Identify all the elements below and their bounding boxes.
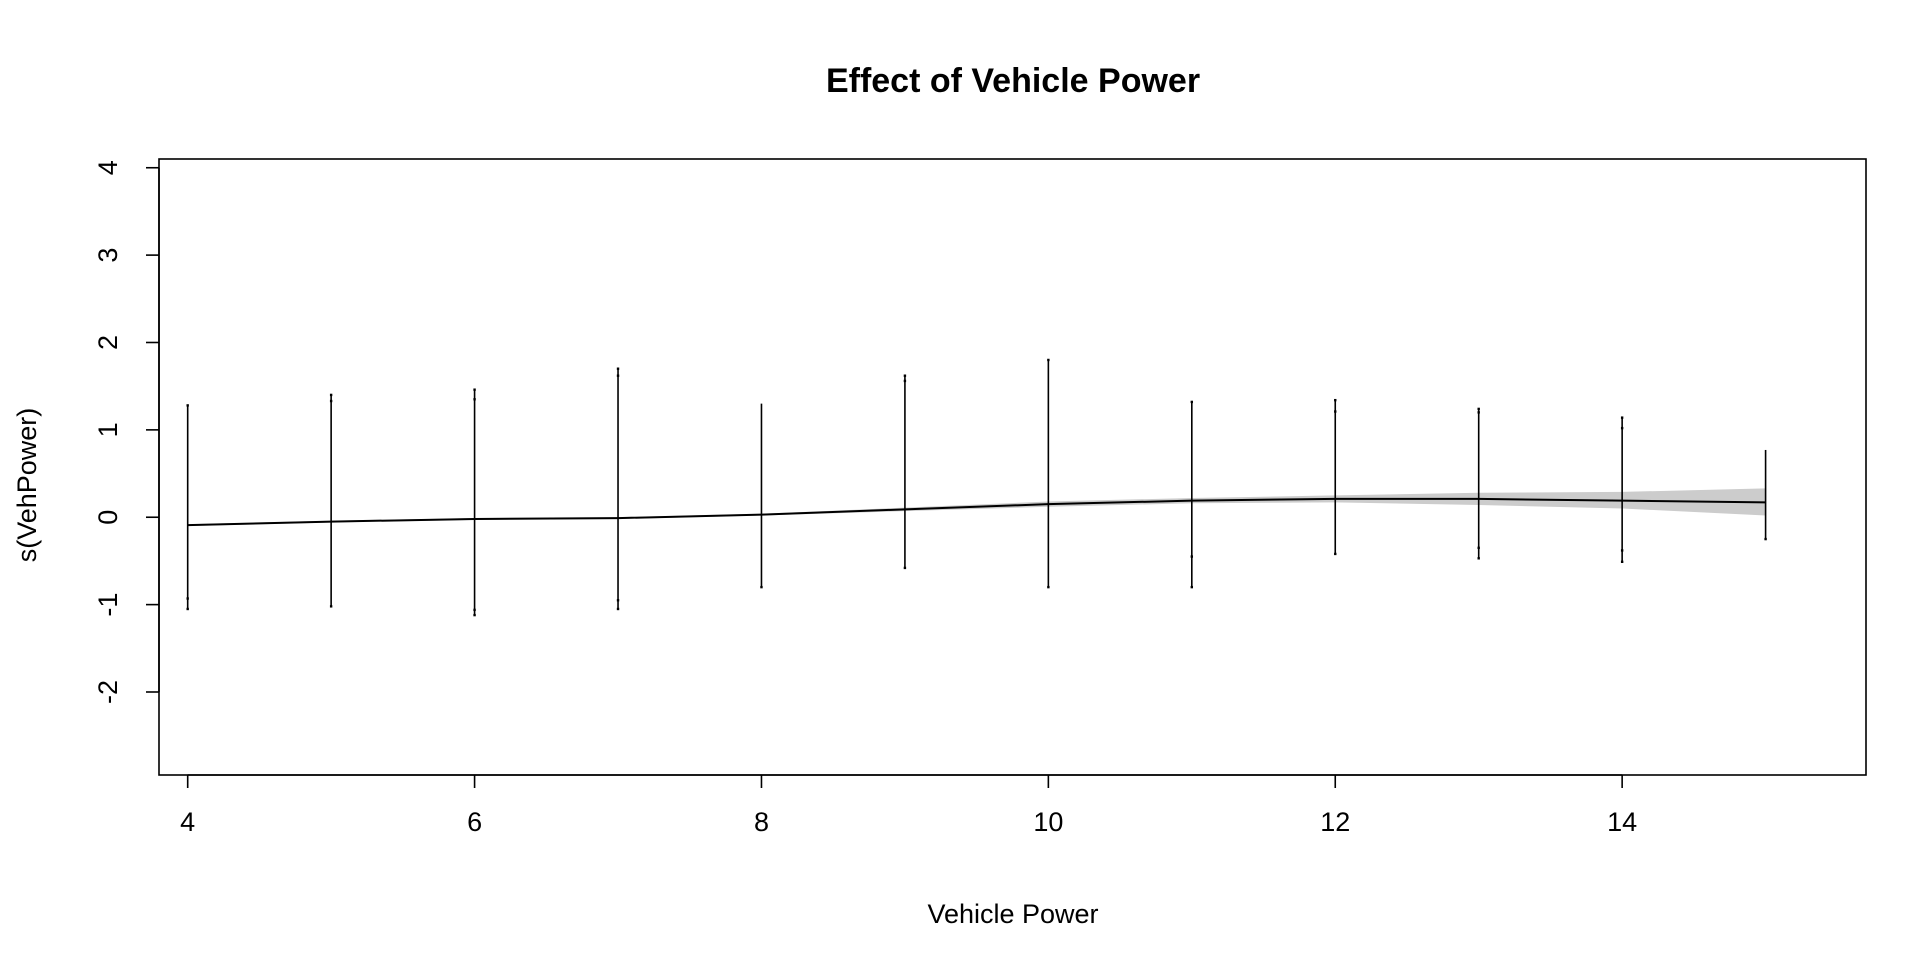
residual-point-10-1 (1047, 585, 1050, 589)
residual-point-13-0 (1477, 407, 1480, 411)
residual-point-4-1 (186, 597, 189, 600)
residual-point-6-3 (473, 613, 476, 617)
residual-point-10-0 (1047, 358, 1050, 362)
x-tick-label-12: 12 (1320, 807, 1350, 837)
residual-point-15-0 (1764, 537, 1767, 541)
residual-point-9-2 (903, 566, 907, 570)
residual-point-7-1 (616, 374, 620, 377)
residual-point-9-1 (903, 379, 907, 383)
residual-point-11-1 (1190, 555, 1194, 558)
y-axis: -2 -1 0 1 2 3 4 (93, 160, 160, 704)
residual-point-9-0 (903, 374, 907, 377)
plot-area (186, 358, 1767, 617)
residual-point-7-3 (616, 607, 620, 611)
x-tick-label-8: 8 (754, 807, 769, 837)
x-axis-label: Vehicle Power (927, 899, 1098, 929)
residual-point-13-3 (1477, 557, 1480, 560)
residual-point-14-3 (1620, 560, 1624, 564)
residual-point-14-1 (1620, 426, 1624, 430)
residual-point-14-2 (1620, 549, 1624, 552)
residual-point-7-2 (616, 599, 620, 602)
y-tick-label-1: 1 (93, 422, 123, 437)
y-tick-label-0: 0 (93, 510, 123, 525)
residual-point-6-1 (473, 398, 476, 401)
y-axis-label: s(VehPower) (12, 408, 42, 563)
residual-point-5-2 (329, 605, 333, 608)
residual-point-4-2 (186, 607, 189, 611)
x-tick-label-4: 4 (180, 807, 195, 837)
residual-point-4-0 (186, 404, 189, 407)
residual-point-11-2 (1190, 585, 1194, 589)
x-tick-label-6: 6 (467, 807, 482, 837)
residual-point-12-0 (1334, 398, 1337, 402)
y-tick-label--1: -1 (93, 593, 123, 617)
x-tick-label-10: 10 (1033, 807, 1063, 837)
residual-point-5-1 (329, 399, 333, 403)
x-tick-label-14: 14 (1607, 807, 1637, 837)
x-axis: 4 6 8 10 12 14 (180, 774, 1637, 837)
residual-point-13-1 (1477, 411, 1480, 414)
y-tick-label-4: 4 (93, 160, 123, 175)
smooth-line (187, 497, 1766, 527)
residual-point-14-0 (1620, 416, 1624, 419)
residual-point-11-0 (1190, 400, 1194, 404)
residual-point-6-0 (473, 388, 476, 391)
chart-title: Effect of Vehicle Power (826, 62, 1200, 100)
plot-frame (158, 158, 1867, 776)
residual-point-12-1 (1334, 410, 1337, 413)
residual-point-8-0 (760, 585, 763, 589)
y-tick-label-3: 3 (93, 248, 123, 263)
y-tick-label-2: 2 (93, 335, 123, 350)
y-tick-label--2: -2 (93, 680, 123, 704)
residual-point-6-2 (473, 608, 476, 612)
residual-point-13-2 (1477, 546, 1480, 550)
residual-point-5-0 (329, 393, 333, 397)
residual-point-12-2 (1334, 552, 1337, 556)
residual-point-7-0 (616, 367, 620, 370)
